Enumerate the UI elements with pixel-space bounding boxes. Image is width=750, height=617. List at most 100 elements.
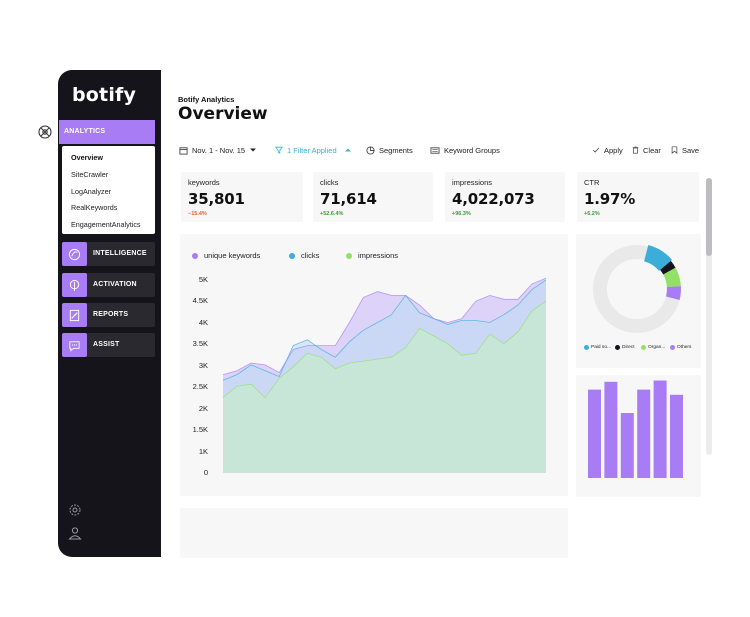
nav-analytics[interactable]: ANALYTICS — [59, 120, 155, 144]
donut-slice-3[interactable] — [665, 286, 681, 300]
submenu-engagementanalytics[interactable]: EngagementAnalytics — [71, 220, 141, 230]
donut-legend-item[interactable]: Paid so... — [584, 345, 611, 350]
kpi-impressions-value: 4,022,073 — [452, 190, 535, 208]
date-range-picker[interactable]: Nov. 1 - Nov. 15 — [179, 143, 257, 157]
kpi-ctr[interactable]: CTR 1.97% +6.2% — [577, 172, 699, 222]
donut-legend-item[interactable]: Direct — [615, 345, 635, 350]
series-line-unique-keywords[interactable] — [222, 277, 547, 375]
rocket-icon — [62, 273, 87, 297]
y-tick-label: 3K — [198, 360, 208, 370]
area-fill-impressions — [223, 301, 546, 473]
filter-icon — [275, 146, 283, 154]
donut-legend-label: Paid so... — [591, 345, 611, 350]
series-line-impressions[interactable] — [222, 300, 547, 399]
y-tick-label: 4K — [198, 317, 208, 327]
filter-label: 1 Filter Applied — [287, 145, 337, 155]
kpi-impressions[interactable]: impressions 4,022,073 +96.3% — [445, 172, 565, 222]
nav-intelligence[interactable]: INTELLIGENCE — [62, 242, 155, 266]
legend-impressions[interactable]: impressions — [346, 251, 398, 260]
y-tick-label: 1K — [198, 446, 208, 456]
kpi-clicks-delta: +52.6.4% — [320, 211, 344, 217]
keyword-groups-button[interactable]: Keyword Groups — [430, 143, 500, 157]
keyboard-icon — [430, 146, 440, 154]
series-line-clicks[interactable] — [222, 279, 547, 381]
nav-activation[interactable]: ACTIVATION — [62, 273, 155, 297]
kpi-ctr-label: CTR — [584, 178, 600, 187]
bar[interactable] — [588, 389, 601, 478]
sparkle-icon — [62, 242, 87, 266]
donut-legend-dot — [670, 345, 675, 350]
donut-legend-label: Direct — [622, 345, 635, 350]
check-icon — [592, 147, 600, 153]
legend-unique-keywords-label: unique keywords — [204, 251, 261, 260]
kpi-impressions-label: impressions — [452, 178, 493, 187]
scrollbar-thumb[interactable] — [706, 178, 712, 256]
pie-segment-icon — [366, 145, 375, 155]
bar[interactable] — [620, 413, 634, 478]
apply-button[interactable]: Apply — [592, 143, 623, 157]
page-title: Overview — [178, 104, 268, 124]
bar[interactable] — [604, 381, 618, 478]
legend-dot-green — [346, 252, 352, 259]
kpi-clicks[interactable]: clicks 71,614 +52.6.4% — [313, 172, 433, 222]
y-tick-label: 0 — [203, 468, 208, 477]
submenu-realkeywords[interactable]: RealKeywords — [71, 203, 118, 213]
segments-button[interactable]: Segments — [366, 143, 413, 157]
bar[interactable] — [653, 380, 667, 479]
legend-impressions-label: impressions — [358, 251, 399, 260]
filter-toggle[interactable]: 1 Filter Applied — [275, 143, 352, 157]
y-tick-label: 2.5K — [192, 382, 208, 392]
caret-up-icon — [344, 148, 351, 152]
save-label: Save — [682, 145, 700, 155]
user-icon[interactable] — [68, 526, 82, 540]
submenu-sitecrawler[interactable]: SiteCrawler — [71, 169, 109, 179]
apply-label: Apply — [604, 145, 623, 155]
kpi-clicks-label: clicks — [320, 178, 339, 187]
bar[interactable] — [637, 389, 651, 478]
nav-reports-label: REPORTS — [93, 311, 129, 318]
nav-assist[interactable]: ASSIST — [62, 333, 155, 357]
caret-down-icon — [250, 148, 257, 152]
donut-legend-item[interactable]: Organ... — [641, 345, 665, 350]
submenu-loganalyzer[interactable]: LogAnalyzer — [71, 186, 111, 196]
donut-slice-1[interactable] — [660, 260, 676, 275]
clear-label: Clear — [643, 145, 661, 155]
gear-icon[interactable] — [68, 503, 82, 517]
botify-logo[interactable]: botify — [72, 84, 137, 106]
legend-clicks[interactable]: clicks — [289, 251, 319, 260]
donut-legend-item[interactable]: Others — [670, 345, 691, 350]
y-tick-label: 5K — [198, 275, 208, 284]
scrollbar[interactable] — [706, 178, 712, 455]
y-tick-label: 4.5K — [192, 296, 208, 306]
save-button[interactable]: Save — [671, 143, 699, 157]
legend-clicks-label: clicks — [301, 251, 320, 260]
donut-legend-dot — [641, 345, 646, 350]
donut-slice-2[interactable] — [663, 267, 681, 288]
chat-icon — [62, 333, 87, 357]
bottom-panel — [180, 508, 568, 558]
legend-unique-keywords[interactable]: unique keywords — [192, 251, 260, 260]
bar[interactable] — [670, 394, 683, 478]
donut-legend-label: Organ... — [648, 345, 666, 350]
date-range-label: Nov. 1 - Nov. 15 — [192, 145, 246, 155]
nav-intelligence-label: INTELLIGENCE — [93, 250, 147, 257]
nav-assist-label: ASSIST — [93, 341, 120, 348]
donut-legend-label: Others — [677, 345, 692, 350]
kpi-ctr-delta: +6.2% — [584, 211, 600, 217]
analytics-submenu: Overview SiteCrawler LogAnalyzer RealKey… — [62, 146, 155, 234]
help-globe-icon[interactable] — [37, 124, 53, 140]
legend-dot-purple — [192, 252, 198, 259]
nav-reports[interactable]: REPORTS — [62, 303, 155, 327]
kpi-keywords[interactable]: keywords 35,801 −15.4% — [181, 172, 303, 222]
donut-slice-0[interactable] — [643, 244, 673, 272]
kpi-clicks-value: 71,614 — [320, 190, 377, 208]
legend-dot-blue — [289, 252, 295, 259]
submenu-overview[interactable]: Overview — [71, 153, 103, 162]
clear-button[interactable]: Clear — [632, 143, 661, 157]
donut-legend-dot — [584, 345, 589, 350]
calendar-icon — [179, 146, 188, 155]
keyword-groups-label: Keyword Groups — [444, 145, 500, 155]
bookmark-icon — [671, 146, 678, 154]
